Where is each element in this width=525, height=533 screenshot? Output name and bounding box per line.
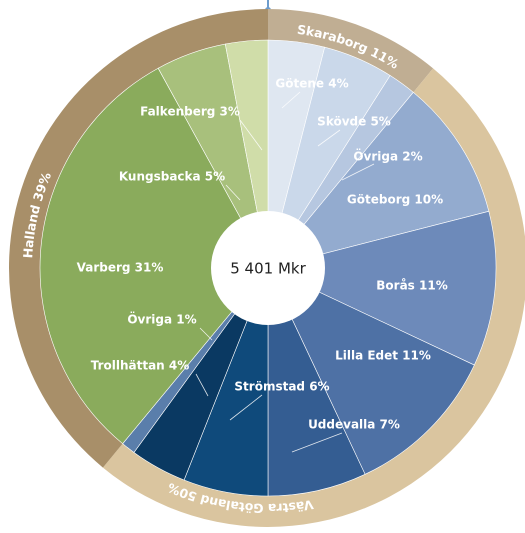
center-label: 5 401 Mkr <box>230 260 306 278</box>
rings <box>9 9 525 527</box>
segment-label: Göteborg 10% <box>347 193 443 207</box>
segment-label: Övriga 2% <box>353 149 422 164</box>
outer-segment <box>268 9 434 93</box>
outer-segment <box>102 68 525 527</box>
leader-line <box>291 432 343 453</box>
segment-label: Varberg 31% <box>77 261 164 275</box>
leader-line <box>225 184 241 201</box>
inner-segment <box>39 67 269 445</box>
leader-line <box>195 373 209 397</box>
outer-segment <box>9 9 269 468</box>
segment-label: Kungsbacka 5% <box>119 170 225 184</box>
segment-label: Uddevalla 7% <box>308 418 400 432</box>
inner-segment <box>224 39 269 269</box>
leader-line <box>239 119 263 151</box>
segment-label: Övriga 1% <box>127 312 196 327</box>
leader-line <box>229 394 263 421</box>
segment-label: Lilla Edet 11% <box>335 349 431 363</box>
leader-line <box>281 91 301 109</box>
leader-line <box>317 129 341 147</box>
segment-label: Borås 11% <box>376 279 447 293</box>
segment-label: Strömstad 6% <box>234 380 329 394</box>
center-hole <box>211 211 325 325</box>
leader-line <box>341 163 375 181</box>
leader-line <box>199 327 213 341</box>
segment-label: Trollhättan 4% <box>91 359 190 373</box>
segment-label: Falkenberg 3% <box>140 105 240 119</box>
segment-label: Skövde 5% <box>317 115 391 129</box>
segment-label: Götene 4% <box>275 77 348 91</box>
